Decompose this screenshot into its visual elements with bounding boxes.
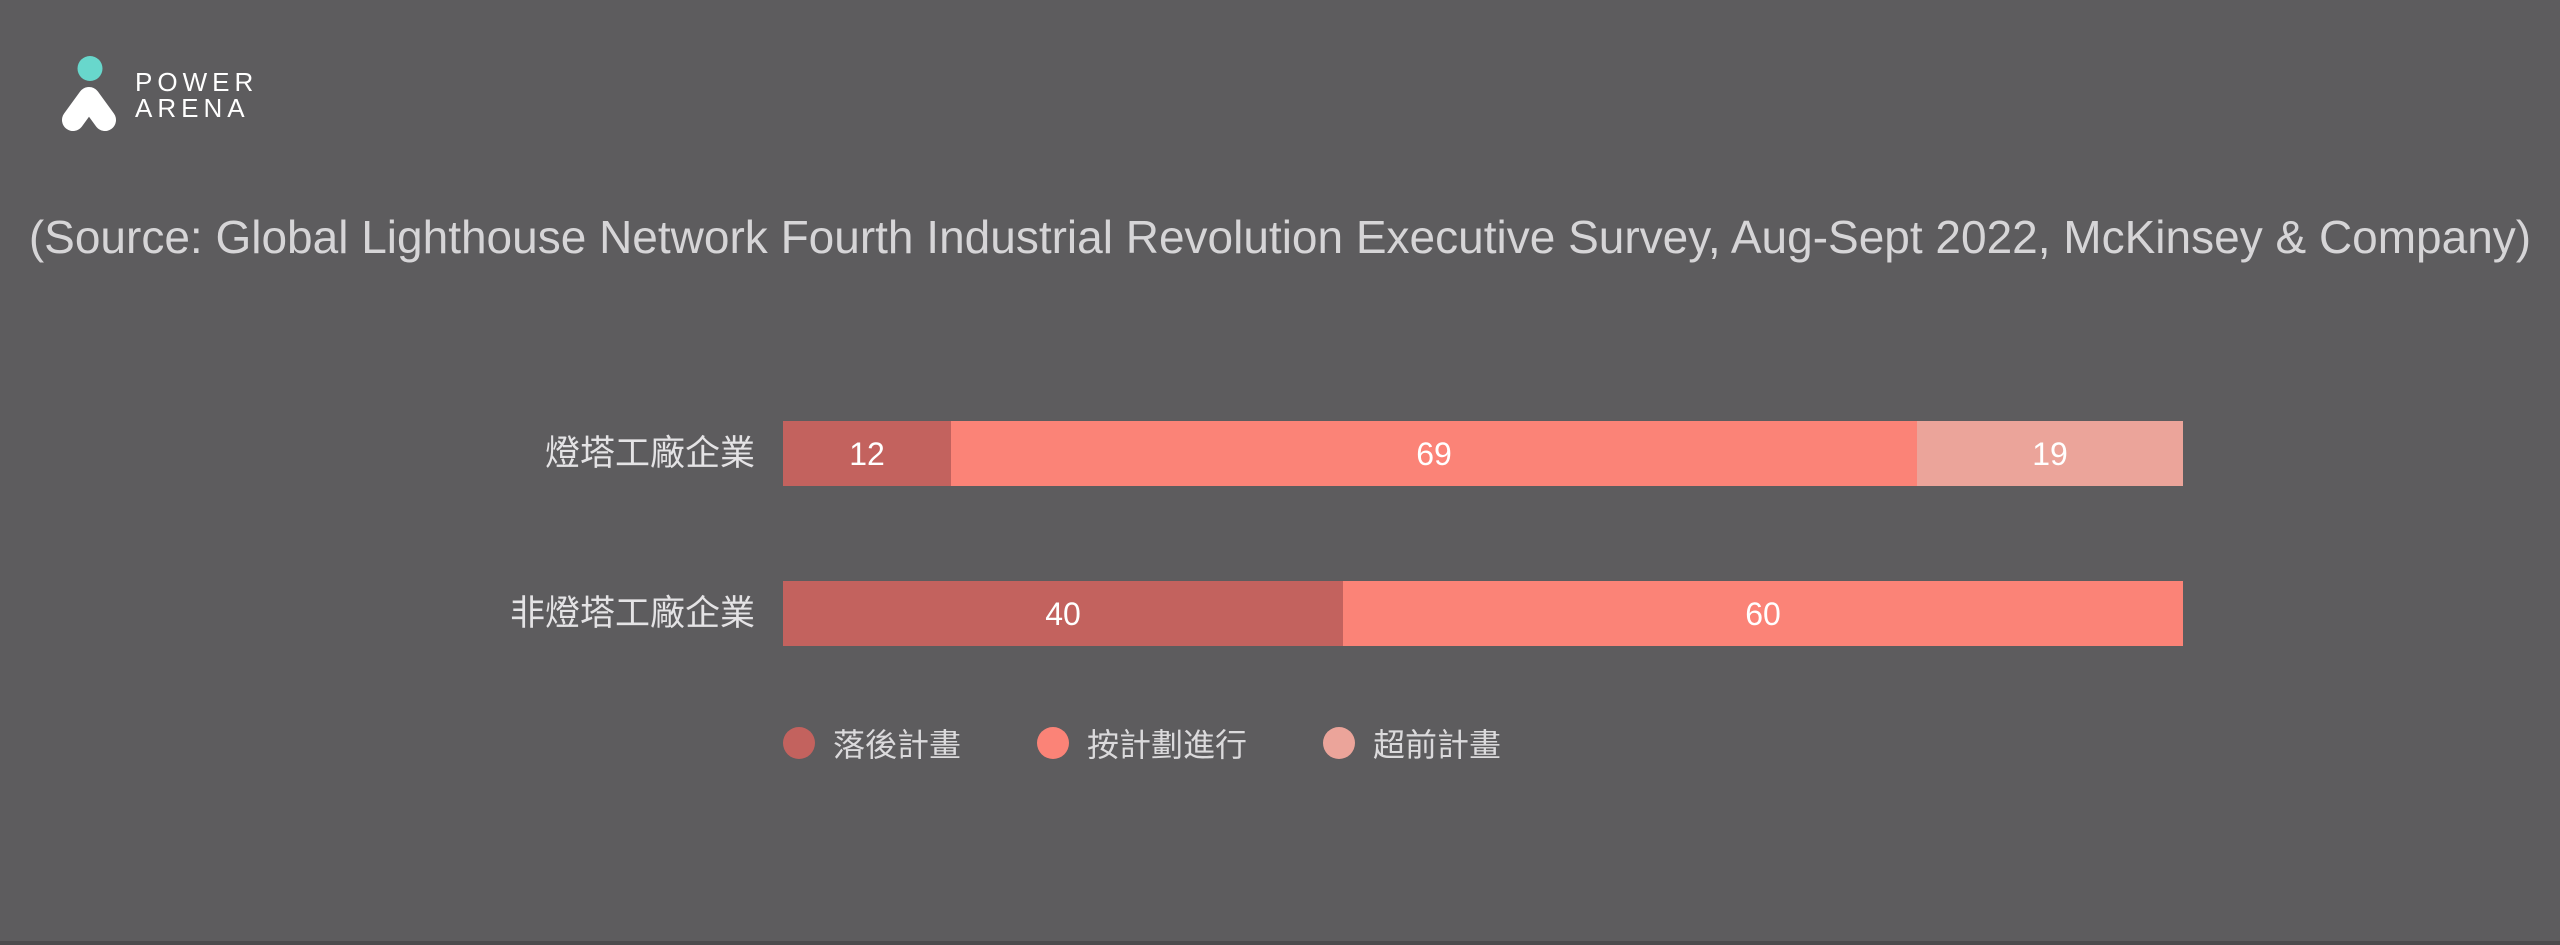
- bar-row-label: 燈塔工廠企業: [544, 434, 755, 473]
- brand-wordmark-line1: POWER: [135, 67, 259, 97]
- bottom-edge-divider: [0, 941, 2560, 945]
- power-arena-logo-icon: [62, 56, 116, 131]
- legend-dot-icon: [1037, 727, 1070, 759]
- bar-segment: 69: [951, 421, 1917, 486]
- bar-value-label: 12: [849, 435, 885, 472]
- legend-item: 超前計畫: [1323, 720, 1501, 766]
- legend-dot-icon: [783, 727, 815, 759]
- bar-segment: 60: [1343, 581, 2183, 646]
- legend-label: 按計劃進行: [1087, 727, 1248, 763]
- legend-item: 落後計畫: [783, 720, 961, 766]
- brand-wordmark: POWER ARENA: [135, 69, 258, 121]
- legend-label: 超前計畫: [1373, 727, 1502, 763]
- legend-item: 按計劃進行: [1037, 720, 1247, 766]
- bar-segment: 19: [1917, 421, 2183, 486]
- brand-wordmark-line2: ARENA: [135, 93, 250, 123]
- source-caption: (Source: Global Lighthouse Network Fourt…: [28, 211, 2532, 263]
- bar-value-label: 19: [2032, 435, 2068, 472]
- bar-value-label: 40: [1045, 595, 1081, 632]
- bar-row-label: 非燈塔工廠企業: [509, 594, 755, 633]
- legend-label: 落後計畫: [833, 727, 962, 763]
- chart-legend: 落後計畫 按計劃進行 超前計畫: [783, 720, 1501, 766]
- bar-value-label: 60: [1745, 595, 1781, 632]
- bar-row: 40 60: [783, 581, 2183, 646]
- brand-logo: POWER ARENA: [60, 54, 258, 132]
- bar-segment: 40: [783, 581, 1343, 646]
- bar-segment: 12: [783, 421, 951, 486]
- legend-dot-icon: [1323, 727, 1356, 759]
- bar-value-label: 69: [1416, 435, 1452, 472]
- bar-row: 12 69 19: [783, 421, 2183, 486]
